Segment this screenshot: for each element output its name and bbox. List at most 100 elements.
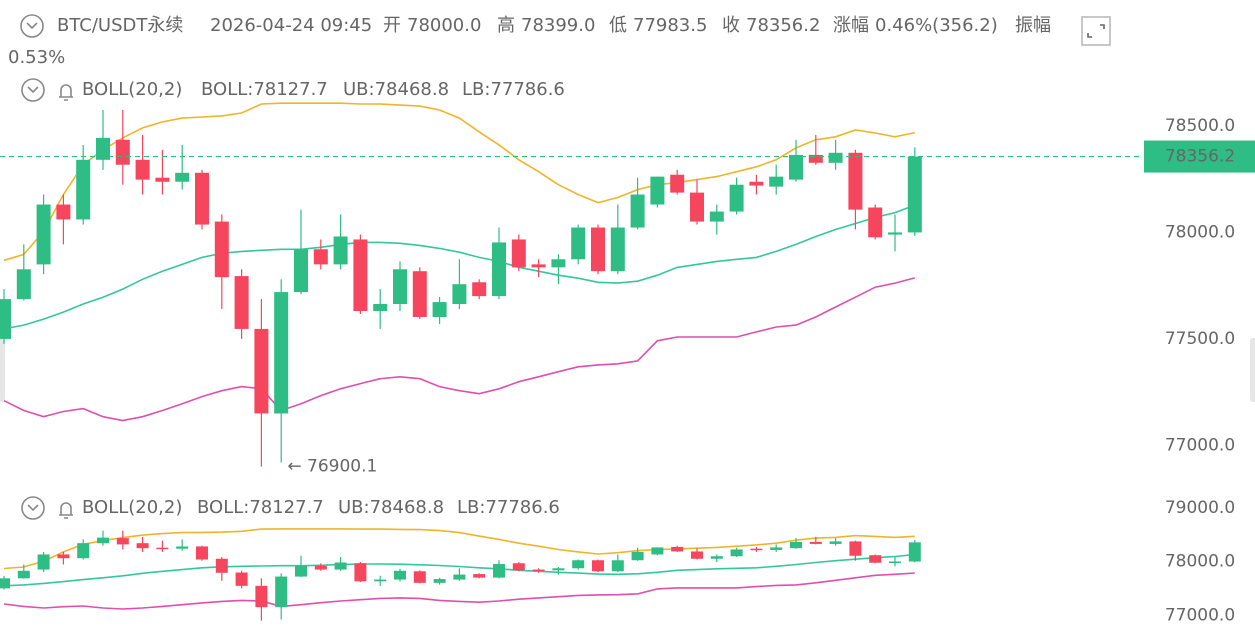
candle-body xyxy=(393,269,407,304)
candle-body xyxy=(888,232,902,235)
candle-body xyxy=(333,236,348,265)
y-tick-label: 77500.0 xyxy=(1165,329,1235,349)
candle-body xyxy=(196,546,208,560)
low-annotation: ← 76900.1 xyxy=(287,457,377,477)
candle-body xyxy=(176,546,189,549)
band-line xyxy=(3,572,915,610)
candle-body xyxy=(195,172,209,225)
candle-body xyxy=(235,572,248,586)
y-tick-label: 79000.0 xyxy=(1165,498,1235,518)
candle-body xyxy=(156,547,169,550)
candle-body xyxy=(433,579,446,583)
candle-body xyxy=(671,546,684,552)
field-value: 0.53% xyxy=(8,47,65,68)
candle-body xyxy=(175,172,190,182)
plot xyxy=(0,528,921,621)
candle-body xyxy=(709,211,724,222)
candle-body xyxy=(691,551,703,559)
candle-body xyxy=(908,542,921,562)
candle-body xyxy=(869,555,882,563)
candle-body xyxy=(750,548,763,551)
left-handle[interactable] xyxy=(0,338,5,402)
field-name: 低 xyxy=(609,15,627,36)
field-name: 涨幅 xyxy=(833,15,869,36)
candle-body xyxy=(710,556,723,559)
candle-body xyxy=(116,538,129,545)
time: 2026-04-24 09:45 xyxy=(210,15,372,36)
candle-body xyxy=(907,156,922,233)
candle-body xyxy=(611,560,624,572)
candle-body xyxy=(630,194,645,228)
candle-body xyxy=(769,176,784,187)
band-line xyxy=(3,102,915,262)
candle-body xyxy=(295,565,307,577)
candle-body xyxy=(552,568,565,571)
y-tick-label: 78500.0 xyxy=(1165,116,1235,136)
icons xyxy=(20,14,1111,520)
field-value: 78399.0 xyxy=(521,15,595,36)
candle-body xyxy=(0,299,11,339)
candle-body xyxy=(56,204,71,220)
candle-body xyxy=(492,242,506,297)
candle-body xyxy=(394,570,406,580)
candle-body xyxy=(889,561,901,563)
field-value: 78000.0 xyxy=(407,15,481,36)
band-line xyxy=(3,277,916,422)
candle-body xyxy=(512,563,525,571)
candle-body xyxy=(155,177,170,182)
candle-body xyxy=(412,271,427,317)
candle-body xyxy=(234,276,249,329)
candle-body xyxy=(749,181,764,186)
candle-body xyxy=(57,554,70,559)
y-tick-label: 77000.0 xyxy=(1165,435,1235,455)
indicator-name: BOLL(20,2) xyxy=(82,79,182,100)
candle-body xyxy=(651,547,664,555)
candle-body xyxy=(353,239,368,312)
candle-body xyxy=(97,537,109,544)
y-tick-label: 77000.0 xyxy=(1165,605,1235,625)
candle-body xyxy=(790,541,802,549)
candle-body xyxy=(96,137,110,160)
candle-body xyxy=(374,579,387,582)
candle-body xyxy=(868,207,883,238)
field-name: 振幅 xyxy=(1015,15,1051,36)
candle-body xyxy=(37,554,50,570)
candle-body xyxy=(452,284,467,304)
candle-body xyxy=(36,204,51,265)
right-handle[interactable] xyxy=(1250,338,1255,402)
candle-body xyxy=(17,570,30,579)
candle-body xyxy=(789,154,803,180)
field-value: 0.46%(356.2) xyxy=(875,15,998,36)
candle-body xyxy=(848,152,863,210)
candle-body xyxy=(76,159,91,220)
candle-body xyxy=(274,292,289,414)
candle-body xyxy=(0,578,10,589)
legend-entry: UB:78468.8 xyxy=(338,497,444,518)
candle-body xyxy=(592,560,604,572)
candle-body xyxy=(472,282,487,297)
candle-body xyxy=(453,574,466,580)
legend-entry: LB:77786.6 xyxy=(457,497,560,518)
candle-body xyxy=(532,569,545,572)
candle-body xyxy=(373,303,388,312)
candle-body xyxy=(432,302,447,317)
candle-body xyxy=(729,184,744,212)
legend-entry: LB:77786.6 xyxy=(462,79,565,100)
candle-body xyxy=(354,563,367,582)
candle-body xyxy=(591,227,605,272)
candle-body xyxy=(314,565,327,570)
plot xyxy=(0,102,922,467)
candle-body xyxy=(77,543,90,559)
field-name: 开 xyxy=(383,15,401,36)
candle-body xyxy=(511,239,526,268)
field-value: 78356.2 xyxy=(746,15,820,36)
candle-body xyxy=(571,227,586,260)
candle-body xyxy=(650,176,665,205)
candle-body xyxy=(610,227,625,272)
candle-body xyxy=(730,549,743,557)
legend-entry: BOLL:78127.7 xyxy=(201,79,328,100)
candle-body xyxy=(690,192,704,222)
candle-body xyxy=(631,551,644,561)
legend-entry: BOLL:78127.7 xyxy=(197,497,324,518)
